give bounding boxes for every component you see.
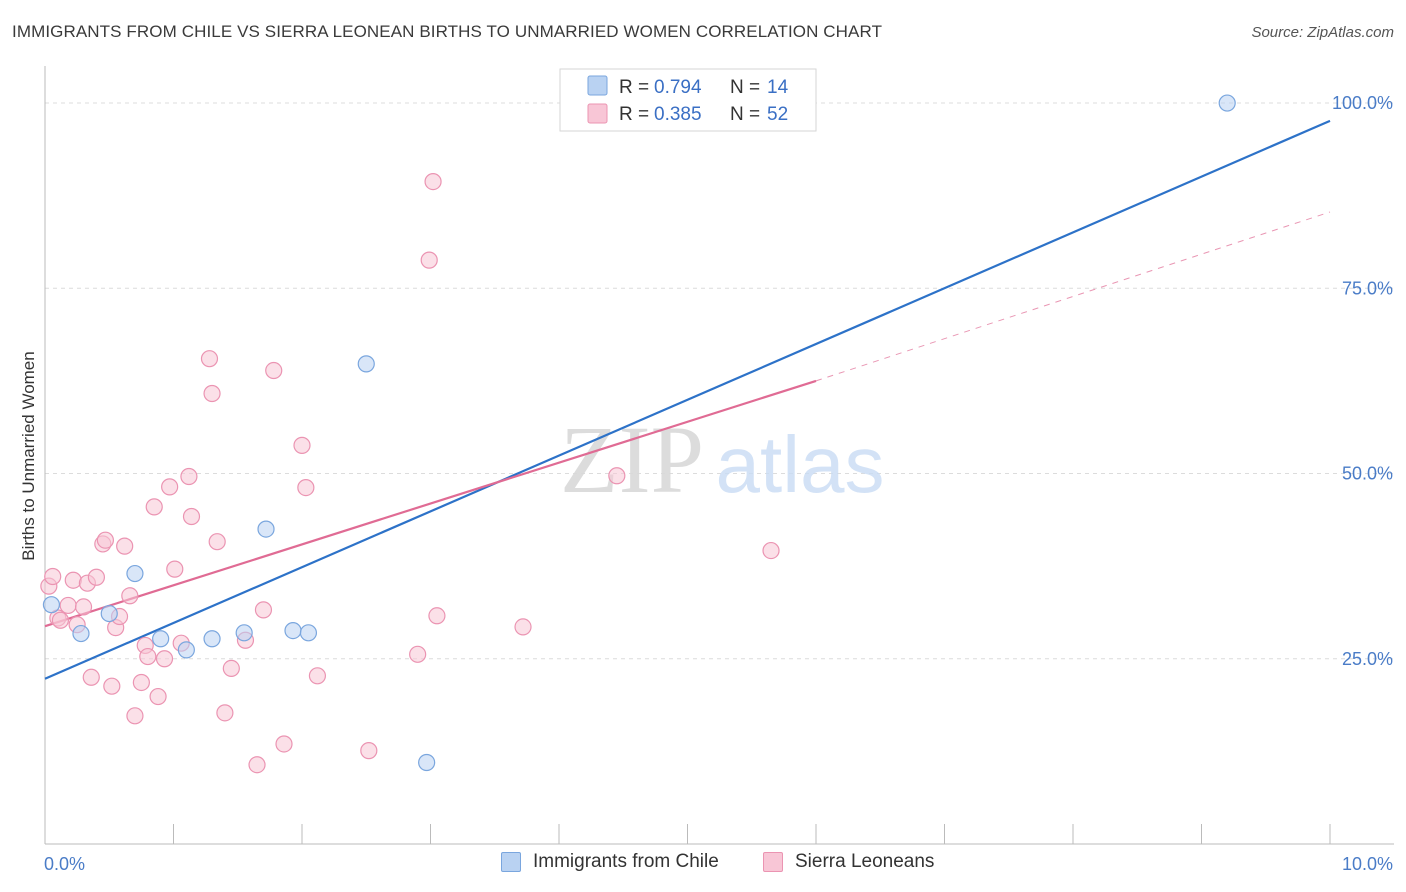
data-point-sl: [155, 650, 174, 668]
gridlines: [45, 102, 1394, 660]
watermark-atlas: atlas: [716, 420, 885, 509]
data-point-sl: [420, 251, 438, 269]
series-legend: Immigrants from Chile Sierra Leoneans: [0, 851, 1406, 879]
data-point-sl: [208, 533, 226, 551]
data-point-sl: [82, 668, 100, 686]
data-point-chile: [100, 604, 118, 623]
legend-swatch-chile: [587, 75, 608, 96]
trend-lines: [44, 119, 1331, 680]
data-point-chile: [177, 641, 195, 659]
y-axis-title: Births to Unmarried Women: [19, 351, 38, 560]
legend-swatch-sl: [763, 852, 783, 872]
data-point-chile: [235, 624, 253, 642]
data-point-sl: [59, 596, 77, 615]
stats-legend: R = 0.794 N = 14 R = 0.385 N = 52: [559, 68, 817, 132]
data-point-sl: [139, 647, 157, 666]
data-point-sl: [203, 384, 221, 403]
data-point-sl: [360, 742, 378, 760]
data-point-sl: [275, 735, 293, 753]
data-point-chile: [257, 520, 275, 538]
legend-n-label: N =: [730, 104, 760, 125]
y-tick-label: 50.0%: [1342, 464, 1393, 484]
data-point-sl: [87, 568, 106, 586]
tick-labels: 25.0% 50.0% 75.0% 100.0% 0.0% 10.0%: [44, 93, 1393, 874]
data-point-sl: [308, 667, 327, 685]
data-point-chile: [299, 624, 318, 642]
legend-swatch-sl: [587, 103, 608, 124]
data-point-sl: [44, 567, 62, 586]
data-point-sl: [216, 704, 234, 722]
watermark: ZIP atlas: [560, 406, 884, 513]
x-tick-label: 10.0%: [1342, 854, 1393, 874]
data-point-sl: [265, 361, 283, 380]
data-point-sl: [222, 659, 240, 677]
trend-line-chile: [44, 119, 1331, 680]
data-point-sl: [166, 560, 184, 578]
data-point-sl: [514, 618, 532, 636]
x-tick-label: 0.0%: [44, 854, 85, 874]
axes: [44, 66, 1394, 845]
data-point-sl: [297, 479, 315, 497]
data-point-sl: [293, 436, 311, 454]
legend-n-value-sl: 52: [767, 104, 788, 125]
data-point-chile: [152, 630, 170, 648]
legend-item-chile: Immigrants from Chile: [501, 851, 719, 873]
data-point-sl: [132, 673, 150, 692]
source-credit: Source: ZipAtlas.com: [1251, 24, 1394, 41]
data-point-chile: [203, 630, 221, 648]
legend-r-value-sl: 0.385: [654, 104, 702, 125]
data-point-sl: [161, 478, 179, 496]
data-point-chile: [42, 596, 61, 614]
data-point-chile: [1218, 94, 1236, 112]
trend-line-sl: [44, 379, 817, 628]
data-point-sl: [200, 350, 219, 368]
legend-r-label: R =: [619, 77, 649, 98]
legend-n-label: N =: [730, 77, 760, 98]
data-point-sl: [126, 707, 144, 725]
chart-title: IMMIGRANTS FROM CHILE VS SIERRA LEONEAN …: [12, 22, 883, 41]
data-point-sl: [103, 677, 121, 695]
y-tick-label: 75.0%: [1342, 278, 1393, 298]
data-point-sl: [182, 507, 201, 526]
data-point-sl: [428, 607, 446, 625]
data-point-sl: [64, 571, 82, 589]
data-point-sl: [409, 645, 427, 663]
data-point-sl: [248, 756, 266, 774]
legend-swatch-chile: [501, 852, 521, 872]
data-point-sl: [145, 498, 163, 516]
data-point-chile: [357, 355, 375, 373]
data-point-sl: [424, 172, 442, 191]
legend-r-value-chile: 0.794: [654, 77, 702, 98]
data-point-chile: [72, 624, 90, 643]
data-point-chile: [418, 753, 436, 772]
data-point-sl: [121, 587, 139, 605]
data-point-sl: [254, 601, 273, 619]
data-point-chile: [126, 564, 144, 583]
data-point-sl: [762, 541, 780, 560]
legend-label-sl: Sierra Leoneans: [795, 851, 935, 872]
data-point-sl: [180, 467, 198, 486]
legend-n-value-chile: 14: [767, 77, 789, 98]
data-point-sl: [74, 598, 93, 616]
data-point-sl: [51, 611, 70, 629]
data-point-sl: [608, 467, 626, 485]
legend-label-chile: Immigrants from Chile: [533, 851, 719, 872]
legend-item-sl: Sierra Leoneans: [763, 851, 934, 873]
y-tick-label: 25.0%: [1342, 649, 1393, 669]
watermark-zip: ZIP: [560, 406, 704, 513]
data-point-sl: [149, 687, 167, 706]
data-point-sl: [96, 531, 114, 549]
data-point-chile: [284, 622, 302, 640]
data-points: [40, 94, 1236, 774]
data-point-sl: [116, 537, 134, 555]
legend-r-label: R =: [619, 104, 649, 125]
trend-extension-sl: [815, 211, 1331, 382]
y-tick-label: 100.0%: [1332, 93, 1393, 113]
